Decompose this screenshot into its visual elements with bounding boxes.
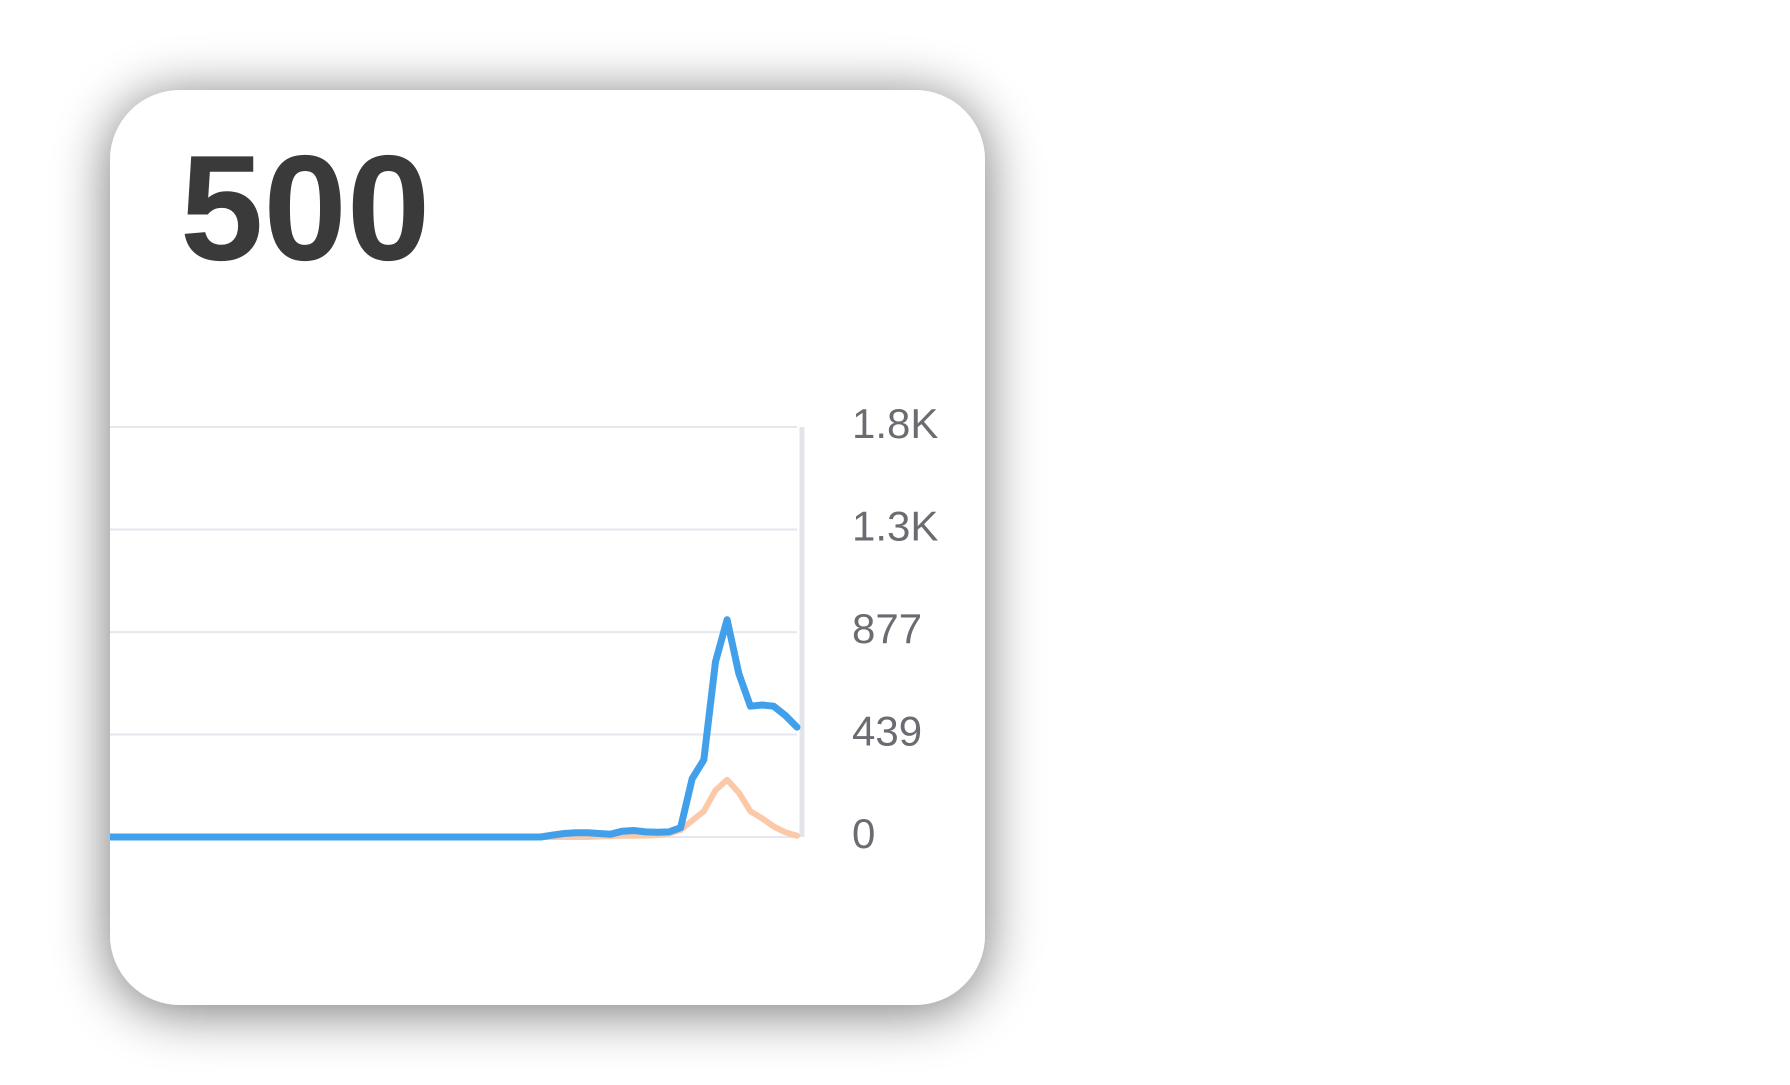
y-tick-label: 439	[852, 708, 922, 755]
y-tick-label: 1.8K	[852, 400, 938, 447]
y-tick-label: 877	[852, 605, 922, 652]
y-tick-label: 0	[852, 810, 875, 857]
series-line	[110, 616, 801, 841]
headline: 500	[180, 124, 430, 292]
y-tick-label: 1.3K	[852, 503, 938, 550]
chart	[110, 426, 805, 841]
card	[110, 90, 985, 1005]
